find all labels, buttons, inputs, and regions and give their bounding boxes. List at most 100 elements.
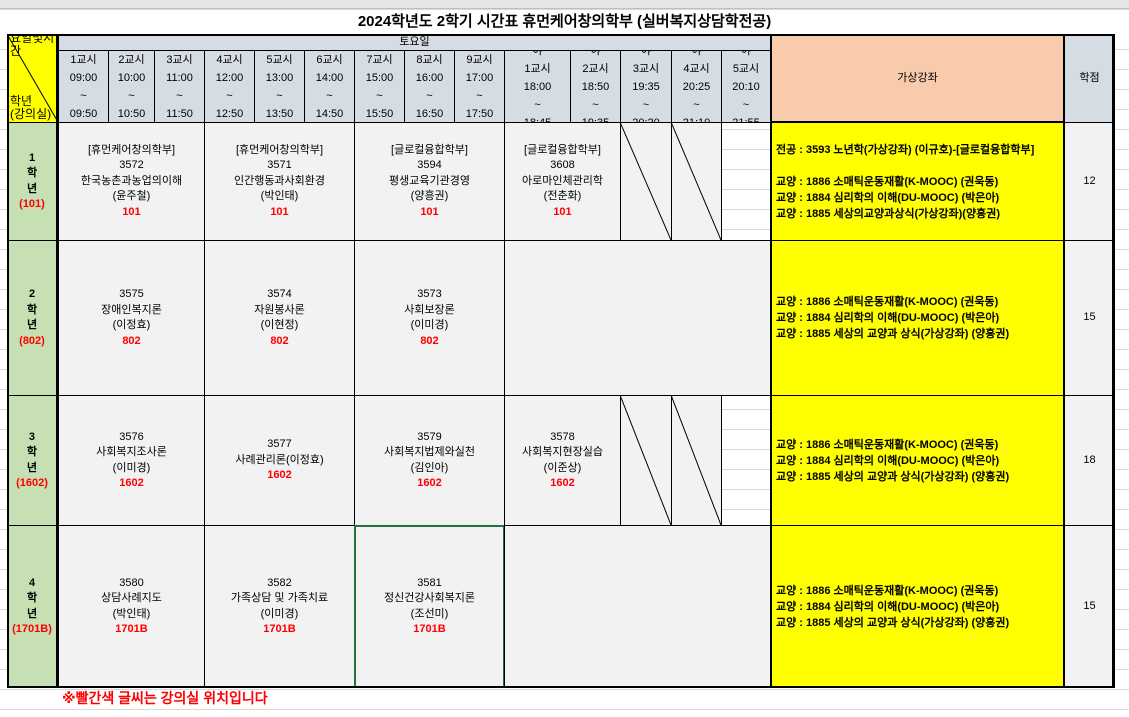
course-cell[interactable]: [휴먼케어창의학부] 3572 한국농촌과농업의이해 (윤주철) 101 [58,122,205,241]
credits-value: 15 [1083,311,1096,324]
day-header: 토요일 [58,34,771,51]
period-header: 야 1교시 18:00 ~ 18:45 [504,50,571,123]
course-room: 101 [270,205,289,218]
course-room: 802 [270,334,289,347]
empty-slot[interactable] [671,395,722,526]
course-info: 3576 사회복지조사론 (이미경) [96,430,167,474]
course-room: 1602 [267,469,292,482]
course-cell[interactable]: [글로컬융합학부] 3594 평생교육기관경영 (양흥권) 101 [354,122,505,241]
course-info: 3578 사회복지현장실습 (이준상) [522,430,603,474]
period-label: 9교시 17:00 ~ 17:50 [465,53,494,120]
virtual-course-cell[interactable]: 교양 : 1886 소매틱운동재활(K-MOOC) (권욱동) 교양 : 188… [770,240,1065,396]
period-label: 야 4교시 20:25 ~ 21:10 [682,50,711,123]
course-room: 101 [553,205,572,218]
period-header: 7교시 15:00 ~ 15:50 [354,50,405,123]
course-room: 1602 [550,477,575,489]
period-header: 3교시 11:00 ~ 11:50 [154,50,205,123]
year-room-label: (802) [19,334,45,347]
period-header: 야 3교시 19:35 ~ 20:20 [620,50,672,123]
year-cell: 2 학 년 (802) [7,240,59,396]
course-cell[interactable]: 3573 사회보장론 (이미경) 802 [354,240,505,396]
credits-cell: 12 [1064,122,1115,241]
period-header: 4교시 12:00 ~ 12:50 [204,50,255,123]
course-room: 1701B [413,623,446,635]
empty-slot[interactable] [620,122,672,241]
course-room: 1701B [115,623,148,635]
empty-slot[interactable] [671,122,722,241]
year-label: 1 학 년 [26,151,38,195]
course-cell[interactable]: 3578 사회복지현장실습 (이준상) 1602 [504,395,621,526]
credits-value: 15 [1083,599,1096,612]
course-room: 1602 [119,477,144,489]
course-cell[interactable]: 3581 정신건강사회복지론 (조선미) 1701B [354,525,505,688]
course-info: 3580 상담사례지도 (박인태) [101,576,162,620]
year-room-label: (1602) [16,477,48,489]
course-cell[interactable]: 3580 상담사례지도 (박인태) 1701B [58,525,205,688]
course-info: [휴먼케어창의학부] 3572 한국농촌과농업의이해 (윤주철) [80,143,183,203]
virtual-course-list: 교양 : 1886 소매틱운동재활(K-MOOC) (권욱동) 교양 : 188… [776,438,1010,483]
virtual-course-list: 교양 : 1886 소매틱운동재활(K-MOOC) (권욱동) 교양 : 188… [776,584,1010,629]
footnote: ※빨간색 글씨는 강의실 위치입니다 [62,690,268,706]
course-room: 101 [420,205,439,218]
period-label: 야 5교시 20:10 ~ 21:55 [732,50,760,123]
corner-bottom-label: 학년 (강의실) [10,94,52,121]
period-label: 야 2교시 18:50 ~ 19:35 [581,50,610,123]
year-cell: 3 학 년 (1602) [7,395,59,526]
empty-slot[interactable] [504,525,771,688]
period-header: 6교시 14:00 ~ 14:50 [304,50,355,123]
year-cell: 4 학 년 (1701B) [7,525,59,688]
credits-cell: 15 [1064,525,1115,688]
course-room: 101 [122,205,141,218]
period-header: 야 5교시 20:10 ~ 21:55 [721,50,771,123]
credits-header-label: 학점 [1079,71,1100,84]
course-cell[interactable]: 3574 자원봉사론 (이현정) 802 [204,240,355,396]
corner-top-label: 요일및시 간 [10,34,55,58]
period-label: 1교시 09:00 ~ 09:50 [69,53,98,120]
credits-cell: 18 [1064,395,1115,526]
page-title: 2024학년도 2학기 시간표 휴먼케어창의학부 (실버복지상담학전공) [0,10,1129,34]
credits-header: 학점 [1064,34,1115,123]
period-header: 8교시 16:00 ~ 16:50 [404,50,455,123]
course-info: 3575 장애인복지론 (이정효) [101,288,162,331]
course-cell[interactable]: [글로컬융합학부] 3608 아로마인체관리학 (전춘화) 101 [504,122,621,241]
year-room-label: (101) [19,198,45,210]
virtual-course-cell[interactable]: 전공 : 3593 노년학(가상강좌) (이규호)-[글로컬융합학부] 교양 :… [770,122,1065,241]
empty-slot[interactable] [504,240,771,396]
course-info: 3582 가족상담 및 가족치료 (이미경) [230,576,329,620]
course-room: 802 [122,334,141,347]
empty-slot[interactable] [620,395,672,526]
period-label: 6교시 14:00 ~ 14:50 [315,53,344,120]
virtual-course-list: 교양 : 1886 소매틱운동재활(K-MOOC) (권욱동) 교양 : 188… [776,296,1010,340]
period-header: 야 4교시 20:25 ~ 21:10 [671,50,722,123]
course-cell[interactable]: 3575 장애인복지론 (이정효) 802 [58,240,205,396]
period-label: 야 1교시 18:00 ~ 18:45 [523,50,552,123]
year-label: 4 학 년 [26,576,38,620]
period-header: 1교시 09:00 ~ 09:50 [58,50,109,123]
course-cell[interactable]: 3577 사례관리론(이정효) 1602 [204,395,355,526]
course-info: 3574 자원봉사론 (이현정) [254,288,305,331]
credits-cell: 15 [1064,240,1115,396]
course-room: 1602 [417,477,442,489]
course-info: [글로컬융합학부] 3594 평생교육기관경영 (양흥권) [389,143,470,203]
course-cell[interactable]: 3579 사회복지법제와실천 (김인아) 1602 [354,395,505,526]
credits-value: 12 [1083,174,1096,187]
course-cell[interactable]: 3576 사회복지조사론 (이미경) 1602 [58,395,205,526]
period-label: 야 3교시 19:35 ~ 20:20 [632,50,660,123]
course-room: 802 [420,334,439,347]
period-label: 4교시 12:00 ~ 12:50 [215,53,244,120]
course-cell[interactable]: 3582 가족상담 및 가족치료 (이미경) 1701B [204,525,355,688]
virtual-course-cell[interactable]: 교양 : 1886 소매틱운동재활(K-MOOC) (권욱동) 교양 : 188… [770,525,1065,688]
course-info: 3579 사회복지법제와실천 (김인아) [383,430,476,474]
year-label: 3 학 년 [26,430,38,474]
period-label: 5교시 13:00 ~ 13:50 [265,53,294,120]
course-info: 3577 사례관리론(이정효) [235,438,324,466]
virtual-course-cell[interactable]: 교양 : 1886 소매틱운동재활(K-MOOC) (권욱동) 교양 : 188… [770,395,1065,526]
period-label: 8교시 16:00 ~ 16:50 [415,53,444,120]
course-info: 3573 사회보장론 (이미경) [404,288,455,331]
virtual-header: 가상강좌 [770,34,1065,123]
period-header: 야 2교시 18:50 ~ 19:35 [570,50,621,123]
period-header: 9교시 17:00 ~ 17:50 [454,50,505,123]
period-label: 2교시 10:00 ~ 10:50 [117,53,146,120]
course-cell[interactable]: [휴먼케어창의학부] 3571 인간행동과사회환경 (박인태) 101 [204,122,355,241]
